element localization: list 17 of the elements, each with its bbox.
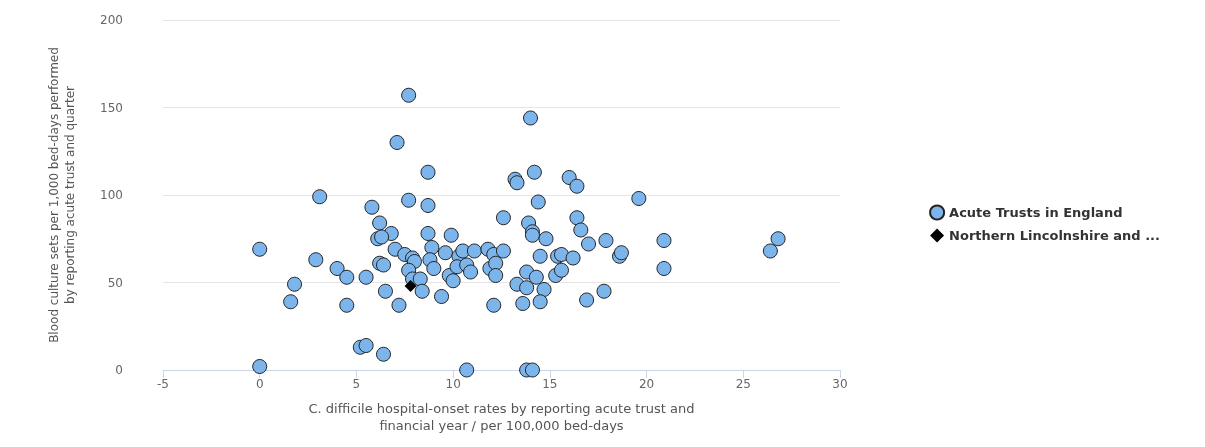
y-tick-label: 0 — [115, 363, 123, 377]
x-tick-label: 0 — [255, 377, 264, 391]
x-tick-label: 15 — [542, 377, 558, 391]
x-tick-label: 5 — [352, 377, 361, 391]
y-tick-label: 150 — [100, 100, 123, 115]
x-tick-label: 30 — [832, 377, 848, 391]
y-tick-label: 50 — [107, 275, 123, 290]
x-tick-label: 20 — [638, 377, 655, 391]
x-tick-label: 25 — [735, 377, 751, 391]
x-axis-title: C. difficile hospital-onset rates by reporting acute trust and financial year / per 100,000 bed-days — [308, 401, 695, 433]
y-tick-label: 200 — [100, 13, 123, 27]
y-axis-title: Blood culture sets per 1,000 bed-days performed by reporting acute trust and quarter — [47, 47, 77, 343]
x-tick-label: -5 — [157, 377, 169, 391]
x-tick-label: 10 — [445, 377, 461, 391]
legend-label: Acute Trusts in England — [949, 205, 1123, 220]
legend-label: Northern Lincolnshire and ... — [949, 228, 1160, 243]
y-tick-label: 100 — [100, 188, 123, 202]
